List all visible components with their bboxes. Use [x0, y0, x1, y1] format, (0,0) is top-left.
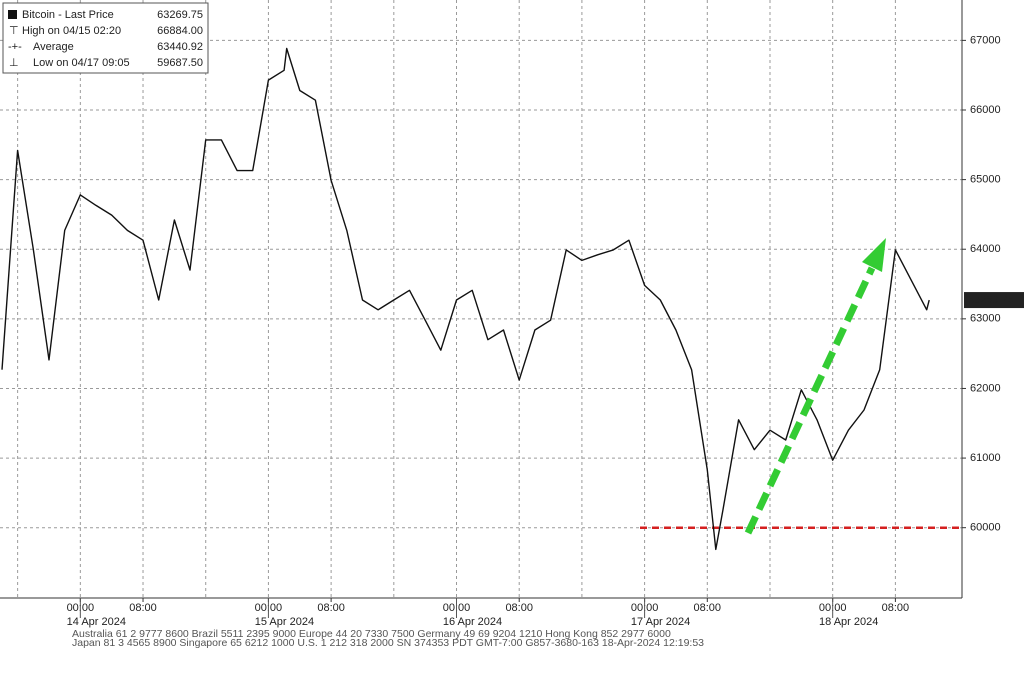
legend-value: 63269.75 — [157, 9, 203, 21]
y-tick-label: 65000 — [970, 174, 1001, 186]
legend-icon: -+- — [8, 41, 22, 53]
day-label: 14 Apr 2024 — [67, 616, 126, 628]
last-price-label: 63269.75 — [968, 294, 1014, 306]
day-label: 15 Apr 2024 — [255, 616, 314, 628]
x-tick-label: 08:00 — [129, 602, 157, 614]
footer-line: Australia 61 2 9777 8600 Brazil 5511 239… — [72, 628, 671, 640]
legend-swatch — [8, 10, 17, 19]
last-price-tag — [964, 292, 1024, 309]
y-tick-label: 61000 — [970, 452, 1001, 464]
legend-value: 59687.50 — [157, 57, 203, 69]
day-label: 18 Apr 2024 — [819, 616, 878, 628]
x-tick-label: 08:00 — [317, 602, 345, 614]
legend-label: Bitcoin - Last Price — [22, 9, 114, 21]
y-tick-label: 60000 — [970, 522, 1001, 534]
day-label: 17 Apr 2024 — [631, 616, 690, 628]
day-label: 16 Apr 2024 — [443, 616, 502, 628]
y-tick-label: 67000 — [970, 34, 1001, 46]
plot — [1, 47, 962, 551]
x-tick-label: 08:00 — [882, 602, 910, 614]
x-tick-label: 08:00 — [694, 602, 722, 614]
y-tick-label: 64000 — [970, 243, 1001, 255]
legend-box — [2, 2, 209, 74]
y-tick-label: 62000 — [970, 382, 1001, 394]
legend-label: Low on 04/17 09:05 — [33, 57, 130, 69]
legend-value: 66884.00 — [157, 25, 203, 37]
x-tick-label: 08:00 — [505, 602, 533, 614]
legend-value: 63440.92 — [157, 41, 203, 53]
legend-label: High on 04/15 02:20 — [22, 25, 121, 37]
price-line — [1, 47, 930, 551]
legend: Bitcoin - Last Price 63269.75 ⊤ High on … — [2, 2, 209, 74]
footer-line: Japan 81 3 4565 8900 Singapore 65 6212 1… — [72, 637, 704, 649]
legend-icon: ⊥ — [9, 57, 19, 69]
y-tick-label: 63000 — [970, 313, 1001, 325]
y-tick-label: 66000 — [970, 104, 1001, 116]
legend-label: Average — [33, 41, 74, 53]
trend-arrow — [744, 266, 876, 535]
trend-arrow-head — [862, 238, 886, 272]
legend-icon: ⊤ — [9, 25, 19, 37]
